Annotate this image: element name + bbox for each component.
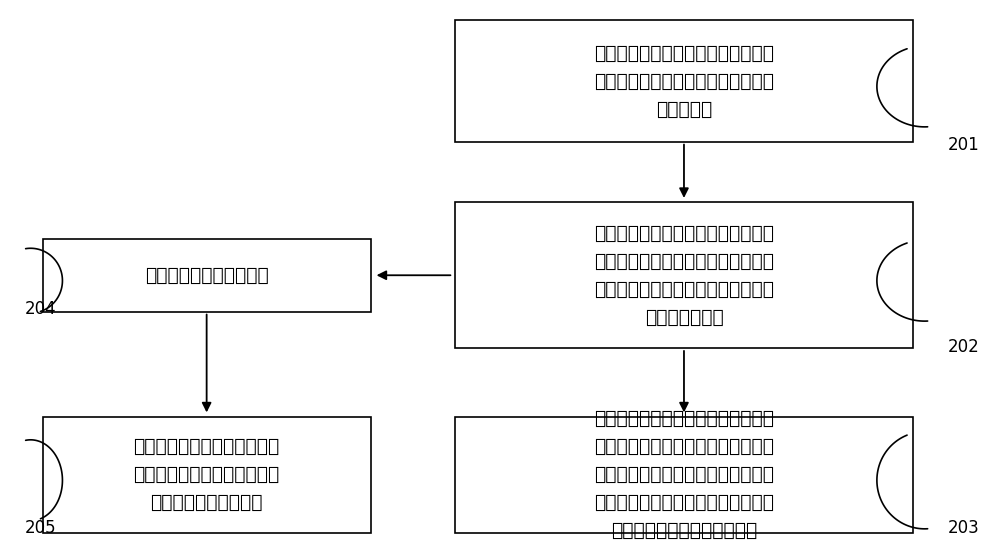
Text: 201: 201 [948, 136, 979, 154]
Text: 204: 204 [25, 300, 56, 319]
Bar [43, 417, 371, 533]
Bar [43, 239, 371, 312]
Text: 203: 203 [948, 519, 979, 537]
Text: 获取末端换热器中的冷冻水温度、冷
冻水流量、换热器的换热面积和环境
温度、湿度: 获取末端换热器中的冷冻水温度、冷 冻水流量、换热器的换热面积和环境 温度、湿度 [594, 43, 774, 119]
Text: 基于末端换热器中的冷冻水温度和环
境温度的差值、末端换热器面积和环
境湿度确定末端换热器需要的结露时
间和相应的风速: 基于末端换热器中的冷冻水温度和环 境温度的差值、末端换热器面积和环 境湿度确定末… [594, 224, 774, 327]
Bar [455, 20, 913, 141]
Text: 获取用户设定的预设湿度: 获取用户设定的预设湿度 [145, 266, 269, 285]
Text: 202: 202 [948, 338, 979, 356]
Bar [455, 417, 913, 533]
Text: 基于预设湿度判断环境湿度是
否小于预设湿度，若小于预设
湿度则以最大风速运行: 基于预设湿度判断环境湿度是 否小于预设湿度，若小于预设 湿度则以最大风速运行 [134, 437, 280, 512]
Bar [455, 202, 913, 348]
Text: 205: 205 [25, 519, 56, 537]
Text: 基于末端换热器结露时间和风速，以
目前风机风速为基础在末端换热器结
露时间内以预设步进风速，将目前末
端换热器风机无级调速变换至相应的
满足结露时间的风速进行除: 基于末端换热器结露时间和风速，以 目前风机风速为基础在末端换热器结 露时间内以预… [594, 409, 774, 540]
